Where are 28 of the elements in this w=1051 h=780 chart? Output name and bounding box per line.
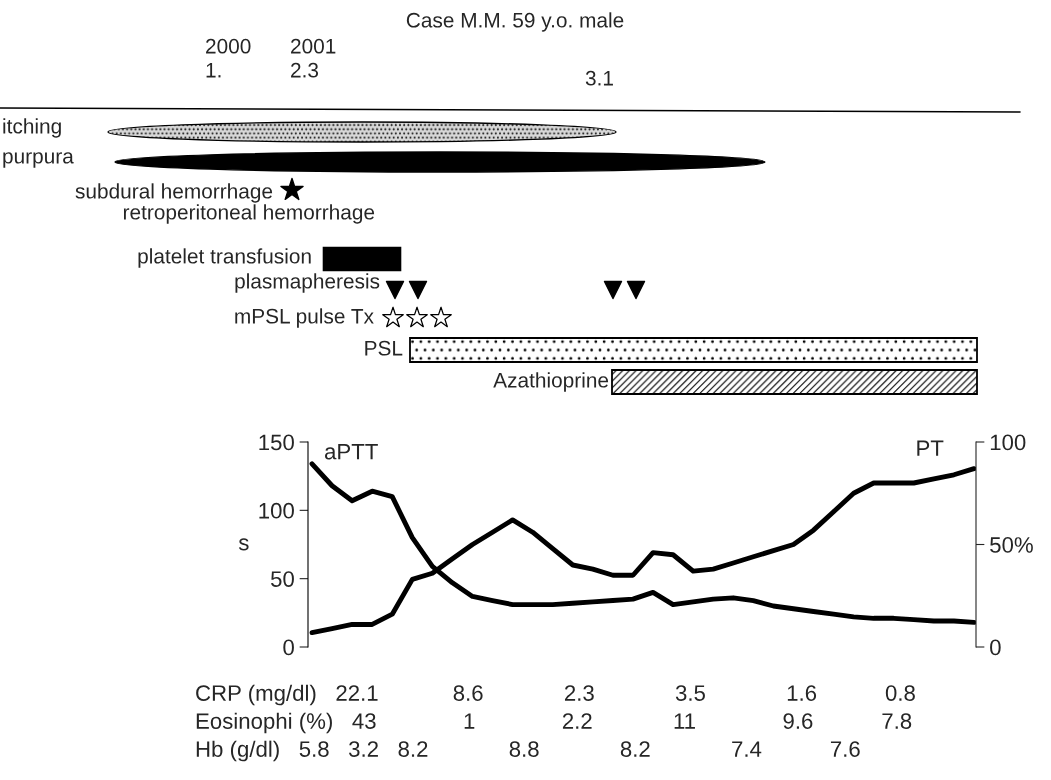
series-label: PT (917, 440, 944, 456)
text: PSL (365, 340, 403, 356)
text: plasmapheresis (235, 273, 380, 293)
text: purpura (3, 152, 74, 168)
text: Hb (g/dl) 5.8 3.2 8.2 8.8 8.2 7.4 7.6 (196, 740, 860, 762)
text: 1. (206, 63, 221, 78)
text: retroperitoneal hemorrhage (123, 204, 375, 224)
text: 2.3 (291, 62, 319, 78)
y-tick-label: 100 (259, 502, 294, 519)
text: subdural hemorrhage (75, 183, 273, 203)
text: Eosinophi (%) 43 1 2.2 11 9.6 7.8 (196, 712, 912, 734)
y-tick-label: 0 (283, 639, 294, 656)
y2-tick-label: 0 (990, 639, 1001, 656)
y-tick-label: 50 (270, 571, 294, 587)
text: itching (3, 118, 61, 138)
text: CRP (mg/dl) 22.1 8.6 2.3 3.5 1.6 0.8 (196, 684, 915, 706)
text: mPSL pulse Tx (235, 308, 374, 328)
text: 3.1 (585, 70, 613, 86)
y-axis-title: s (238, 538, 249, 551)
text: 2001 (291, 38, 336, 54)
text: Case M.M. 59 y.o. male (406, 12, 624, 32)
y2-tick-label: 50% (990, 537, 1033, 553)
text: platelet transfusion (138, 248, 311, 268)
y2-tick-label: 100 (990, 434, 1026, 451)
series-label: aPTT (324, 443, 378, 460)
y-tick-label: 150 (259, 434, 294, 451)
text: 2000 (206, 38, 251, 54)
text: Azathioprine (493, 372, 609, 392)
